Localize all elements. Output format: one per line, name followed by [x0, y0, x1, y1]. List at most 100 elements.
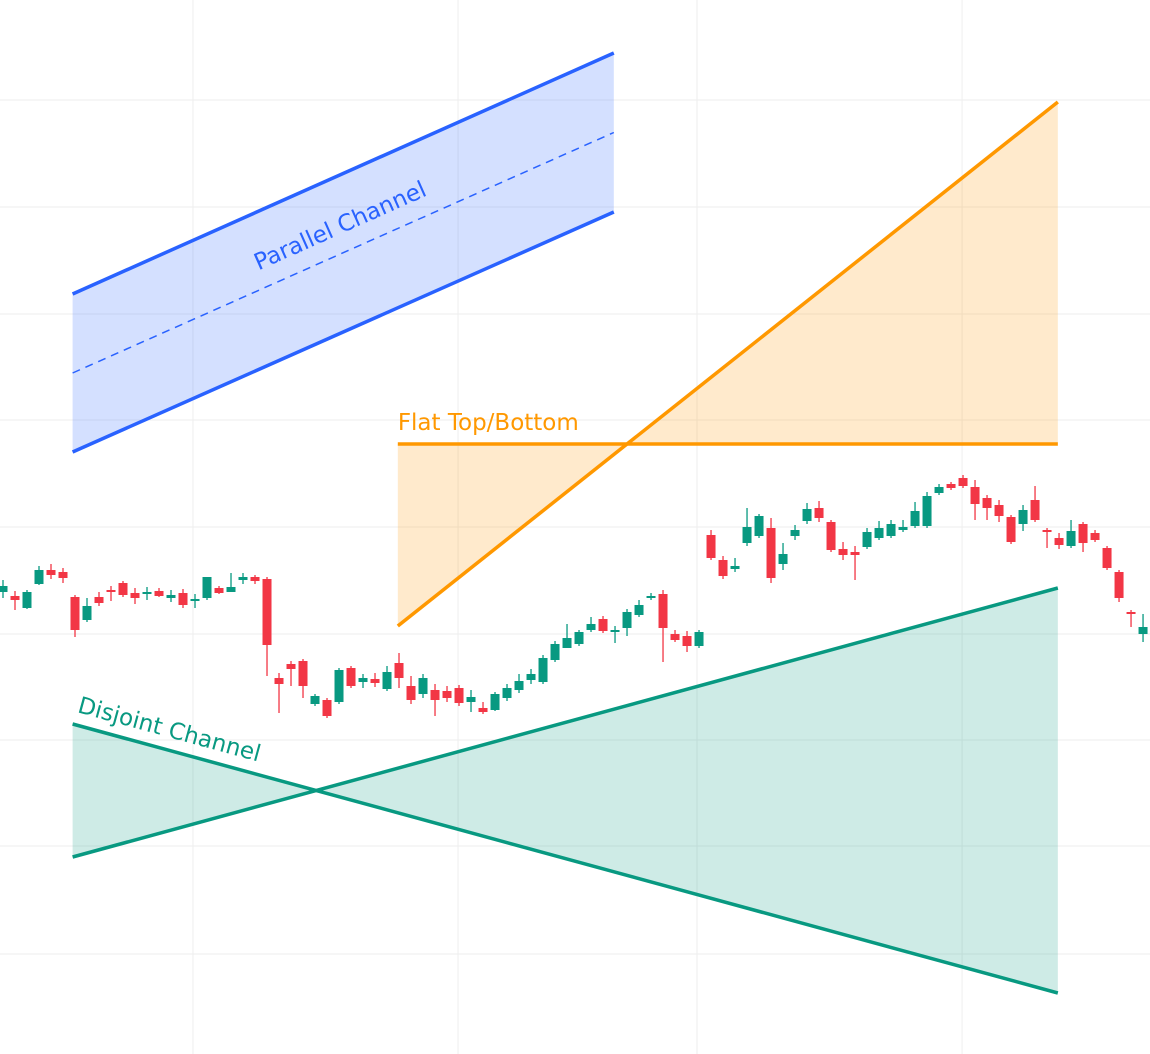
candle-body — [442, 691, 452, 698]
trend-line — [396, 100, 1059, 628]
candle-body — [250, 577, 260, 581]
candle-body — [970, 487, 980, 504]
candle-body — [514, 681, 524, 690]
candle-body — [502, 688, 512, 698]
candle-body — [706, 535, 716, 558]
candle-body — [226, 587, 236, 592]
candle-body — [430, 690, 440, 700]
candle-body — [574, 632, 584, 644]
candle-body — [178, 593, 188, 605]
candle-body — [886, 524, 896, 536]
candle-body — [46, 570, 56, 575]
candle-body — [94, 597, 104, 603]
candle-body — [874, 528, 884, 538]
candle-body — [298, 661, 308, 686]
candle-body — [730, 566, 740, 569]
drawing-label: Flat Top/Bottom — [398, 410, 579, 436]
candle-body — [1114, 572, 1124, 598]
candle-body — [1018, 510, 1028, 524]
candle-body — [922, 496, 932, 526]
candle-body — [334, 670, 344, 702]
candle-body — [1030, 500, 1040, 520]
candle-body — [118, 583, 128, 595]
candle-body — [262, 579, 272, 645]
candle-body — [586, 624, 596, 630]
candle-body — [166, 595, 176, 598]
candle-body — [238, 577, 248, 580]
candle-body — [394, 663, 404, 678]
candle-body — [1138, 627, 1148, 634]
candle-body — [34, 570, 44, 584]
candle-body — [346, 668, 356, 686]
candle-body — [622, 612, 632, 628]
candle-body — [0, 586, 8, 592]
candle-body — [310, 696, 320, 704]
candle-body — [550, 644, 560, 660]
candle-body — [1126, 612, 1136, 614]
candle-body — [418, 678, 428, 694]
candle-body — [202, 577, 212, 598]
candle-body — [1042, 530, 1052, 532]
candle-body — [70, 597, 80, 630]
candle-body — [538, 658, 548, 682]
candle-body — [994, 505, 1004, 516]
candle-body — [754, 516, 764, 536]
candle-body — [478, 708, 488, 712]
candle-body — [634, 605, 644, 615]
candle-body — [58, 572, 68, 578]
candle-body — [370, 679, 380, 683]
channel-midline — [72, 131, 615, 374]
candle-body — [130, 593, 140, 598]
candle-body — [838, 549, 848, 555]
candle-body — [1066, 531, 1076, 546]
candle-body — [742, 527, 752, 543]
candles — [0, 475, 1148, 718]
candle-body — [646, 596, 656, 598]
candle-body — [766, 528, 776, 578]
candle-body — [406, 686, 416, 700]
candle-body — [610, 630, 620, 632]
channel-top — [71, 51, 615, 296]
candle-body — [526, 674, 536, 680]
candle-body — [982, 498, 992, 508]
candle-body — [490, 694, 500, 710]
candle-body — [358, 678, 368, 682]
candle-body — [10, 596, 20, 600]
candle-body — [22, 592, 32, 608]
candle-body — [658, 594, 668, 628]
candle-body — [718, 560, 728, 576]
candle-body — [286, 664, 296, 669]
candle-body — [322, 700, 332, 716]
candle-body — [1090, 533, 1100, 540]
candle-body — [670, 634, 680, 640]
channel-bottom — [71, 210, 615, 454]
candle-body — [694, 632, 704, 646]
candle-body — [802, 509, 812, 521]
candle-body — [778, 554, 788, 564]
candle-body — [190, 599, 200, 601]
candle-body — [454, 688, 464, 703]
candle-body — [598, 619, 608, 631]
candle-body — [214, 588, 224, 593]
candle-body — [274, 678, 284, 684]
candle-body — [1078, 524, 1088, 543]
candle-body — [934, 487, 944, 493]
candle-body — [142, 592, 152, 594]
candle-body — [682, 636, 692, 646]
candle-body — [850, 552, 860, 555]
candle-body — [958, 478, 968, 486]
channel-fill — [72, 588, 1058, 993]
candle-body — [898, 527, 908, 530]
candle-body — [946, 484, 956, 488]
candle-body — [154, 591, 164, 596]
candle-body — [910, 511, 920, 526]
candle-body — [862, 532, 872, 547]
candle-body — [1054, 538, 1064, 545]
channel-line — [72, 586, 1059, 859]
candle-body — [106, 590, 116, 592]
candle-body — [562, 638, 572, 648]
candle-body — [466, 697, 476, 702]
